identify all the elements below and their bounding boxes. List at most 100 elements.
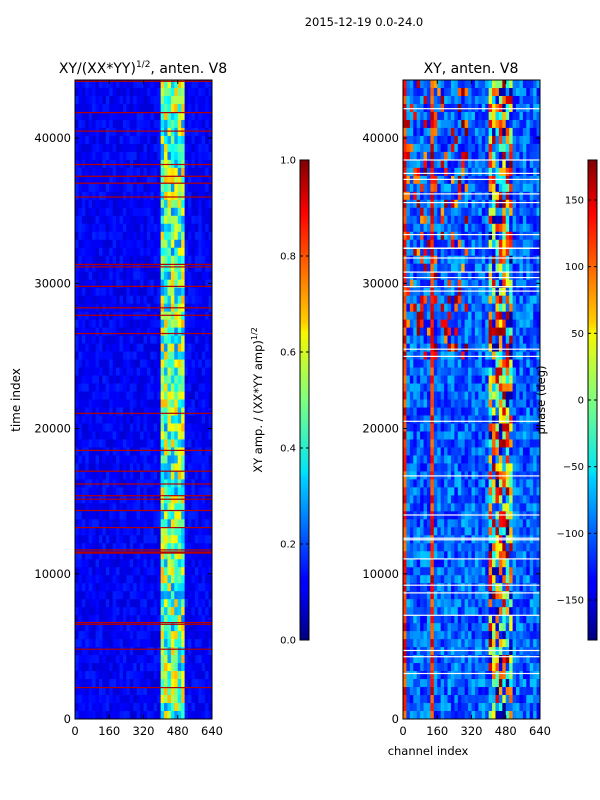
phase-heatmap-cell — [522, 223, 527, 233]
amp-heatmap-cell — [191, 583, 196, 592]
amp-heatmap-cell — [143, 615, 148, 624]
amp-heatmap-cell — [102, 415, 107, 424]
amp-heatmap-cell — [146, 279, 151, 289]
phase-heatmap-cell — [457, 239, 462, 249]
amp-heatmap-cell — [150, 463, 155, 472]
phase-heatmap-cell — [522, 199, 527, 209]
amp-heatmap-cell — [201, 487, 206, 496]
amp-heatmap-cell — [88, 207, 93, 217]
phase-heatmap-cell — [485, 127, 490, 137]
amp-heatmap-cell — [198, 655, 203, 664]
phase-heatmap-cell — [413, 263, 418, 273]
amp-heatmap-cell — [201, 703, 206, 712]
amp-heatmap-cell — [208, 599, 213, 608]
amp-heatmap-cell — [109, 631, 114, 640]
amp-heatmap-cell — [116, 575, 120, 584]
phase-heatmap-cell — [522, 191, 527, 201]
amp-heatmap-cell — [160, 711, 165, 720]
amp-heatmap-cell — [78, 575, 83, 584]
phase-heatmap-cell — [420, 119, 424, 129]
phase-heatmap-cell — [492, 263, 496, 273]
phase-heatmap-cell — [495, 223, 500, 233]
amp-heatmap-cell — [136, 135, 141, 145]
amp-heatmap-cell — [157, 207, 162, 217]
amp-heatmap-cell — [188, 175, 192, 185]
phase-heatmap-cell — [522, 231, 527, 241]
phase-heatmap-cell — [440, 199, 445, 209]
phase-heatmap-cell — [536, 335, 541, 344]
phase-heatmap-cell — [474, 119, 479, 129]
amp-heatmap-cell — [119, 559, 124, 568]
amp-heatmap-cell — [174, 631, 179, 640]
amp-heatmap-cell — [201, 599, 206, 608]
amp-heatmap-cell — [95, 703, 100, 712]
amp-heatmap-cell — [98, 447, 103, 456]
amp-heatmap-cell — [167, 583, 172, 592]
phase-heatmap-cell — [406, 383, 411, 392]
amp-heatmap-cell — [208, 535, 213, 544]
phase-heatmap-cell — [505, 279, 510, 289]
amp-heatmap-cell — [184, 255, 189, 265]
amp-heatmap-cell — [146, 447, 151, 456]
phase-heatmap-cell — [522, 127, 527, 137]
amp-heatmap-cell — [78, 559, 83, 568]
amp-heatmap-cell — [102, 687, 107, 696]
amp-heatmap-cell — [98, 647, 103, 656]
amp-heatmap-cell — [201, 287, 206, 297]
amp-heatmap-cell — [153, 295, 158, 305]
amp-heatmap-cell — [92, 551, 96, 560]
amp-heatmap-cell — [122, 583, 127, 592]
phase-heatmap-cell — [492, 167, 496, 177]
amp-heatmap-cell — [136, 575, 141, 584]
amp-heatmap-cell — [133, 207, 138, 217]
amp-heatmap-cell — [167, 639, 172, 648]
amp-heatmap-cell — [205, 399, 209, 408]
amp-heatmap-cell — [98, 663, 103, 672]
phase-heatmap-cell — [457, 319, 462, 329]
phase-heatmap-cell — [509, 279, 513, 289]
amp-heatmap-cell — [119, 287, 124, 297]
phase-heatmap-cell — [536, 215, 541, 225]
amp-heatmap-cell — [188, 655, 192, 664]
phase-heatmap-cell — [519, 135, 524, 145]
amp-heatmap-cell — [109, 591, 114, 600]
amp-heatmap-cell — [170, 399, 175, 408]
phase-heatmap-cell — [420, 231, 424, 241]
phase-heatmap-cell — [430, 80, 435, 89]
phase-heatmap-cell — [416, 287, 421, 297]
amp-heatmap-cell — [177, 431, 182, 440]
phase-heatmap-cell — [413, 183, 418, 193]
amp-heatmap-cell — [75, 191, 79, 201]
phase-heatmap-cell — [447, 191, 452, 201]
amp-heatmap-cell — [170, 135, 175, 145]
amp-heatmap-cell — [191, 463, 196, 472]
amp-heatmap-cell — [116, 351, 120, 360]
phase-heatmap-cell — [403, 135, 407, 145]
amp-heatmap-cell — [140, 335, 144, 344]
amp-heatmap-cell — [81, 423, 86, 432]
amp-heatmap-cell — [198, 319, 203, 329]
phase-heatmap-cell — [536, 167, 541, 177]
amp-heatmap-cell — [109, 623, 114, 632]
amp-heatmap-cell — [153, 639, 158, 648]
amp-heatmap-cell — [85, 615, 90, 624]
amp-heatmap-cell — [198, 583, 203, 592]
phase-heatmap-cell — [447, 367, 452, 376]
amp-heatmap-cell — [174, 87, 179, 97]
phase-heatmap-cell — [461, 415, 466, 424]
amp-heatmap-cell — [126, 80, 131, 89]
phase-heatmap-cell — [450, 199, 455, 209]
amp-heatmap-cell — [140, 543, 144, 552]
amp-heatmap-cell — [136, 559, 141, 568]
amp-heatmap-cell — [88, 319, 93, 329]
phase-heatmap-cell — [440, 151, 445, 161]
amp-heatmap-cell — [95, 591, 100, 600]
amp-heatmap-cell — [75, 671, 79, 680]
amp-heatmap-cell — [150, 327, 155, 336]
phase-heatmap-cell — [433, 191, 438, 201]
amp-heatmap-cell — [133, 487, 138, 496]
amp-heatmap-cell — [205, 375, 209, 384]
amp-heatmap-cell — [98, 271, 103, 281]
amp-heatmap-cell — [205, 95, 209, 105]
amp-heatmap-cell — [140, 439, 144, 448]
